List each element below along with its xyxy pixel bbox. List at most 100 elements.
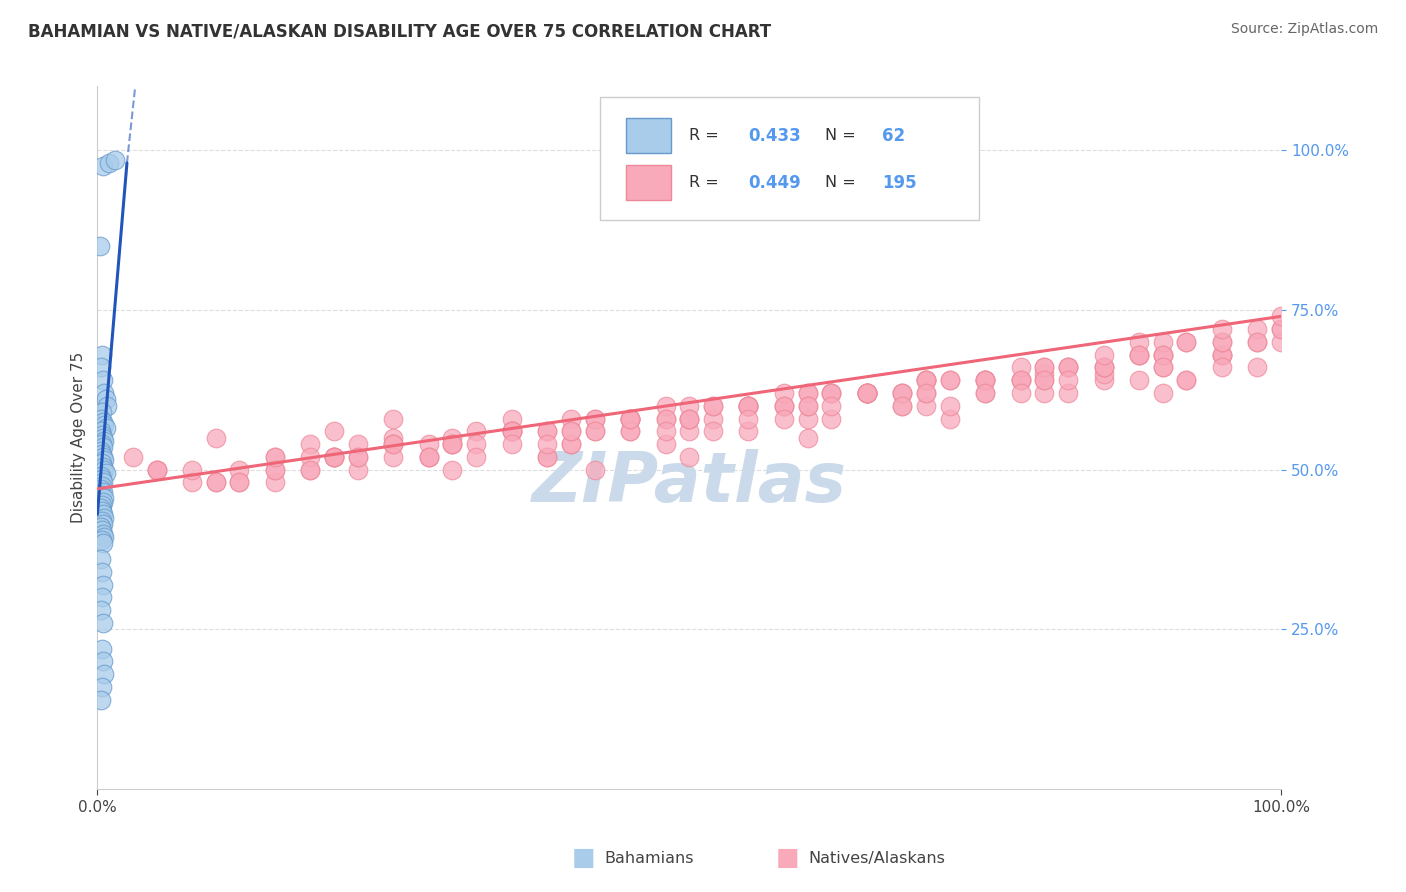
- Point: [536, 450, 558, 464]
- Point: [91, 475, 114, 490]
- Point: [346, 450, 368, 464]
- Point: [91, 485, 114, 500]
- Point: [1092, 360, 1115, 375]
- Point: [323, 450, 346, 464]
- Point: [93, 434, 115, 448]
- Point: [619, 411, 641, 425]
- Point: [323, 425, 346, 439]
- Point: [382, 431, 405, 445]
- Point: [820, 411, 842, 425]
- FancyBboxPatch shape: [600, 97, 979, 220]
- Text: 0.433: 0.433: [748, 127, 801, 145]
- Point: [974, 373, 997, 387]
- Point: [1270, 322, 1292, 336]
- Point: [536, 425, 558, 439]
- Point: [1211, 360, 1233, 375]
- Point: [1033, 386, 1056, 401]
- Point: [855, 386, 877, 401]
- Point: [1010, 373, 1032, 387]
- Point: [91, 508, 114, 522]
- Point: [796, 399, 818, 413]
- Point: [91, 565, 114, 579]
- Point: [1152, 348, 1174, 362]
- Point: [323, 450, 346, 464]
- Point: [915, 373, 938, 387]
- Text: Natives/Alaskans: Natives/Alaskans: [808, 851, 945, 865]
- Point: [94, 466, 117, 480]
- Point: [501, 425, 523, 439]
- Text: ■: ■: [776, 847, 799, 870]
- Point: [93, 667, 115, 681]
- Point: [418, 450, 440, 464]
- Point: [737, 399, 759, 413]
- Point: [441, 431, 464, 445]
- Point: [1033, 360, 1056, 375]
- Point: [91, 591, 114, 605]
- Text: ■: ■: [572, 847, 595, 870]
- Point: [1128, 334, 1150, 349]
- Point: [441, 463, 464, 477]
- Point: [91, 504, 114, 518]
- Point: [820, 386, 842, 401]
- Point: [91, 536, 114, 550]
- Point: [737, 399, 759, 413]
- Point: [974, 373, 997, 387]
- Point: [1152, 334, 1174, 349]
- Point: [915, 373, 938, 387]
- Point: [91, 437, 114, 451]
- Point: [465, 425, 488, 439]
- Point: [654, 425, 676, 439]
- Point: [1175, 334, 1198, 349]
- Point: [91, 348, 114, 362]
- Point: [796, 411, 818, 425]
- Point: [938, 373, 960, 387]
- Y-axis label: Disability Age Over 75: Disability Age Over 75: [72, 352, 86, 524]
- Point: [1152, 348, 1174, 362]
- Point: [1211, 348, 1233, 362]
- Point: [1010, 360, 1032, 375]
- Text: N =: N =: [825, 128, 856, 143]
- Point: [1092, 348, 1115, 362]
- Point: [583, 463, 606, 477]
- Point: [501, 437, 523, 451]
- Text: Source: ZipAtlas.com: Source: ZipAtlas.com: [1230, 22, 1378, 37]
- Point: [796, 399, 818, 413]
- Point: [536, 437, 558, 451]
- Text: N =: N =: [825, 175, 856, 190]
- Point: [891, 386, 914, 401]
- Point: [94, 392, 117, 407]
- Point: [264, 450, 287, 464]
- Point: [501, 425, 523, 439]
- Point: [654, 411, 676, 425]
- Point: [1246, 334, 1268, 349]
- Point: [91, 514, 114, 528]
- Point: [1246, 322, 1268, 336]
- Point: [619, 425, 641, 439]
- Point: [382, 437, 405, 451]
- Point: [91, 498, 114, 512]
- Point: [204, 475, 226, 490]
- Point: [773, 399, 796, 413]
- Point: [974, 386, 997, 401]
- Point: [346, 463, 368, 477]
- Point: [96, 399, 118, 413]
- Point: [678, 411, 700, 425]
- Point: [98, 156, 121, 170]
- Point: [619, 411, 641, 425]
- Point: [441, 437, 464, 451]
- Point: [264, 463, 287, 477]
- Point: [299, 463, 322, 477]
- Point: [299, 437, 322, 451]
- Point: [1092, 367, 1115, 381]
- Point: [536, 450, 558, 464]
- Point: [536, 425, 558, 439]
- Point: [619, 411, 641, 425]
- Bar: [627, 118, 672, 153]
- Point: [1010, 373, 1032, 387]
- Point: [560, 437, 582, 451]
- Point: [891, 386, 914, 401]
- Point: [855, 386, 877, 401]
- Point: [204, 475, 226, 490]
- Point: [441, 437, 464, 451]
- Point: [228, 463, 250, 477]
